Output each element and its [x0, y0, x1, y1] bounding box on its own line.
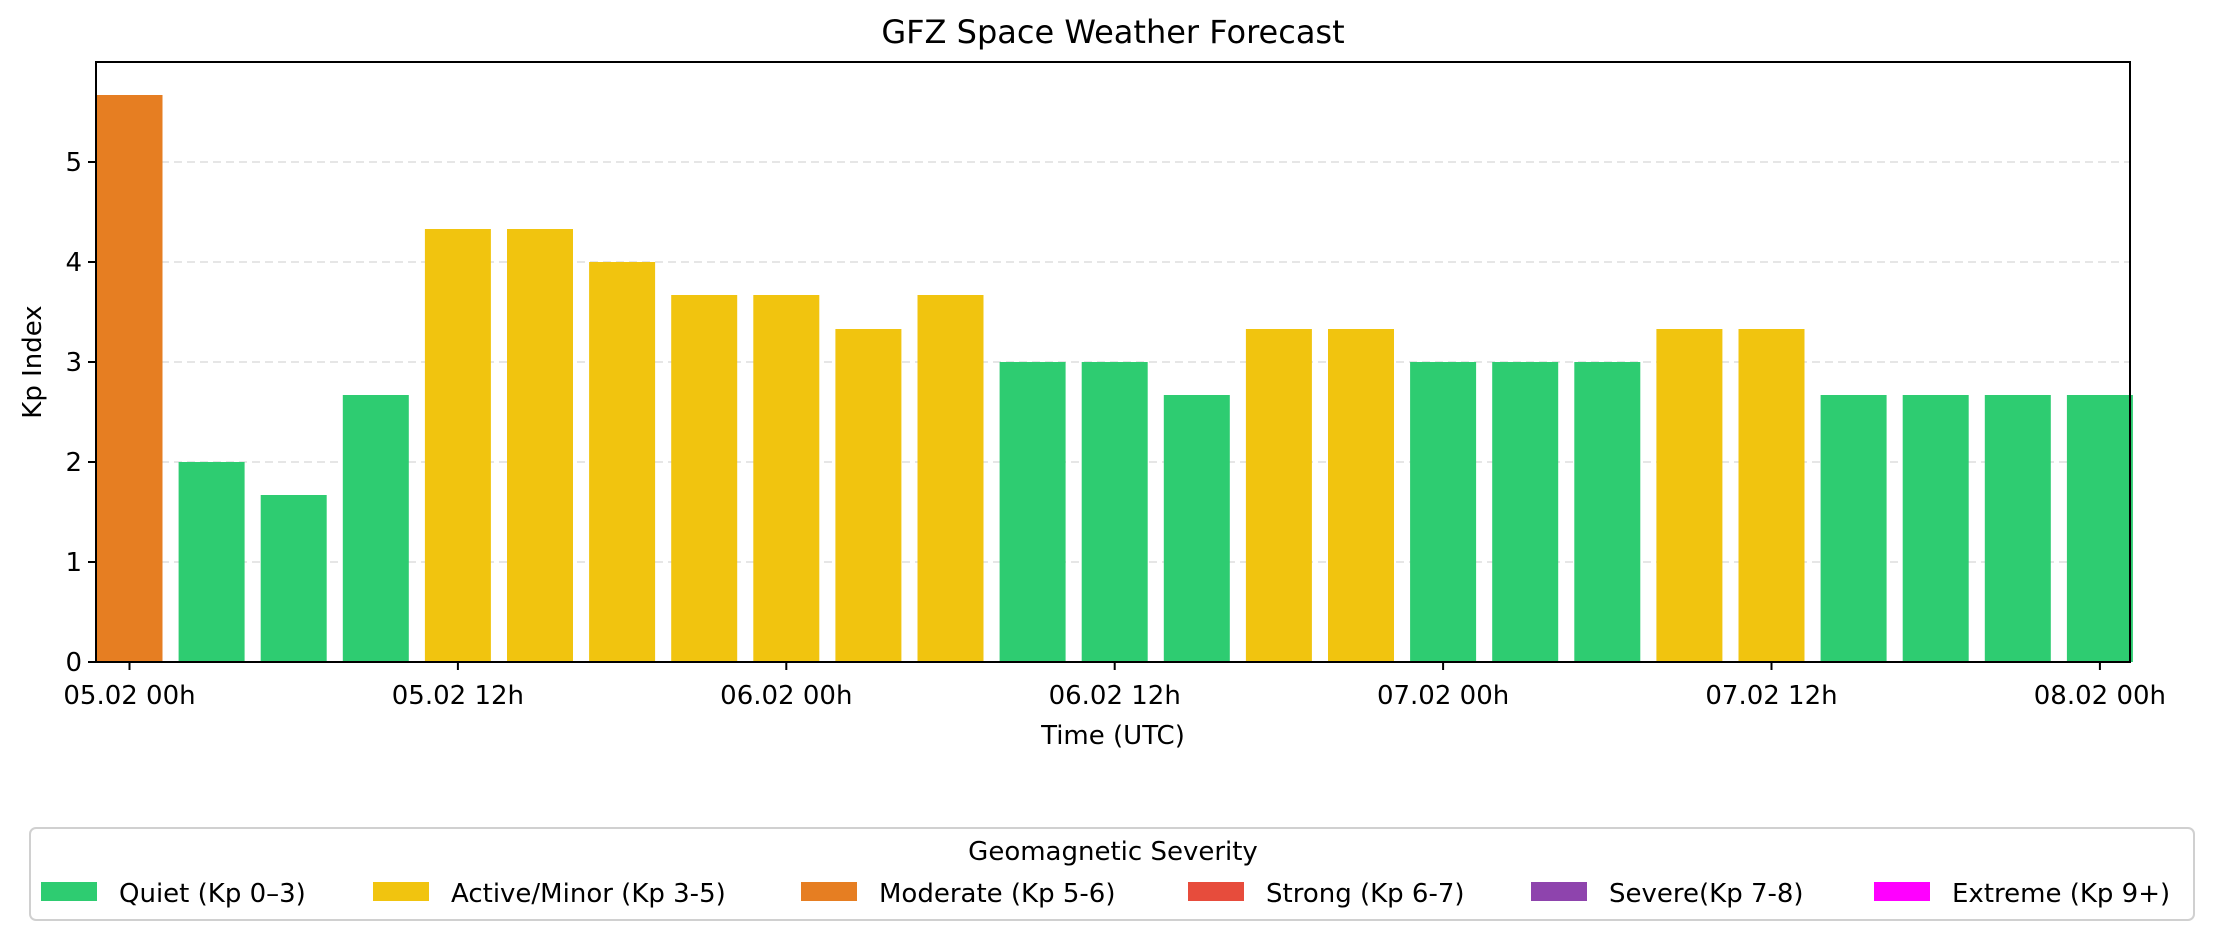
- x-tick-label: 05.02 12h: [392, 681, 524, 711]
- chart-title: GFZ Space Weather Forecast: [881, 13, 1344, 51]
- y-tick-label: 4: [65, 248, 82, 278]
- legend: Geomagnetic Severity Quiet (Kp 0–3) Activ…: [29, 827, 2195, 921]
- y-tick-label: 0: [65, 648, 82, 678]
- bar-quiet: [999, 362, 1066, 662]
- y-axis-ticks: 0 1 2 3 4 5: [65, 148, 96, 678]
- legend-label-strong: Strong (Kp 6-7): [1266, 879, 1465, 909]
- x-tick-label: 06.02 00h: [720, 681, 852, 711]
- x-tick-label: 08.02 00h: [2034, 681, 2166, 711]
- bar-active: [1656, 329, 1723, 662]
- legend-label-active: Active/Minor (Kp 3-5): [451, 879, 726, 909]
- x-axis-ticks: 05.02 00h 05.02 12h 06.02 00h 06.02 12h 07.0…: [63, 662, 2166, 711]
- legend-entry-active: Active/Minor (Kp 3-5): [373, 879, 726, 909]
- legend-title: Geomagnetic Severity: [968, 837, 1258, 867]
- bar-quiet: [342, 395, 409, 662]
- bar-quiet: [2066, 395, 2133, 662]
- legend-swatch-strong: [1188, 882, 1244, 901]
- bar-active: [671, 295, 738, 662]
- legend-swatch-active: [373, 882, 429, 901]
- bar-quiet: [1902, 395, 1969, 662]
- legend-label-extreme: Extreme (Kp 9+): [1952, 879, 2170, 909]
- x-tick-label: 05.02 00h: [63, 681, 195, 711]
- bar-active: [589, 262, 656, 662]
- legend-entry-strong: Strong (Kp 6-7): [1188, 879, 1465, 909]
- legend-swatch-moderate: [801, 882, 857, 901]
- y-axis-label: Kp Index: [18, 305, 48, 418]
- bar-active: [1245, 329, 1312, 662]
- bar-active: [917, 295, 984, 662]
- legend-frame: [29, 827, 2195, 921]
- legend-swatch-extreme: [1874, 882, 1930, 901]
- bar-quiet: [1984, 395, 2051, 662]
- bar-quiet: [1163, 395, 1230, 662]
- bar-active: [424, 229, 491, 662]
- legend-entry-quiet: Quiet (Kp 0–3): [41, 879, 306, 909]
- legend-swatch-severe: [1531, 882, 1587, 901]
- bar-active: [753, 295, 820, 662]
- bar-active: [1328, 329, 1394, 662]
- y-tick-label: 3: [65, 348, 82, 378]
- bar-active: [835, 329, 902, 662]
- x-axis-label: Time (UTC): [1040, 721, 1185, 751]
- legend-label-moderate: Moderate (Kp 5-6): [879, 879, 1116, 909]
- legend-entry-extreme: Extreme (Kp 9+): [1874, 879, 2170, 909]
- bar-quiet: [1492, 362, 1559, 662]
- bar-moderate: [96, 95, 163, 662]
- bar-active: [1738, 329, 1805, 662]
- legend-swatch-quiet: [41, 882, 97, 901]
- y-tick-label: 5: [65, 148, 82, 178]
- x-tick-label: 07.02 00h: [1377, 681, 1509, 711]
- x-tick-label: 06.02 12h: [1049, 681, 1181, 711]
- bar-quiet: [1820, 395, 1887, 662]
- bar-quiet: [260, 495, 327, 662]
- bar-quiet: [1574, 362, 1641, 662]
- legend-entry-moderate: Moderate (Kp 5-6): [801, 879, 1116, 909]
- x-tick-label: 07.02 12h: [1705, 681, 1837, 711]
- legend-entries: Quiet (Kp 0–3) Active/Minor (Kp 3-5) Moder…: [41, 879, 2170, 909]
- bar-active: [507, 229, 573, 662]
- legend-label-quiet: Quiet (Kp 0–3): [119, 879, 306, 909]
- y-tick-label: 1: [65, 548, 82, 578]
- legend-entry-severe: Severe(Kp 7-8): [1531, 879, 1804, 909]
- legend-label-severe: Severe(Kp 7-8): [1609, 879, 1804, 909]
- bar-quiet: [1081, 362, 1148, 662]
- y-tick-label: 2: [65, 448, 82, 478]
- bars: [96, 95, 2133, 662]
- bar-quiet: [1410, 362, 1477, 662]
- bar-quiet: [178, 462, 245, 662]
